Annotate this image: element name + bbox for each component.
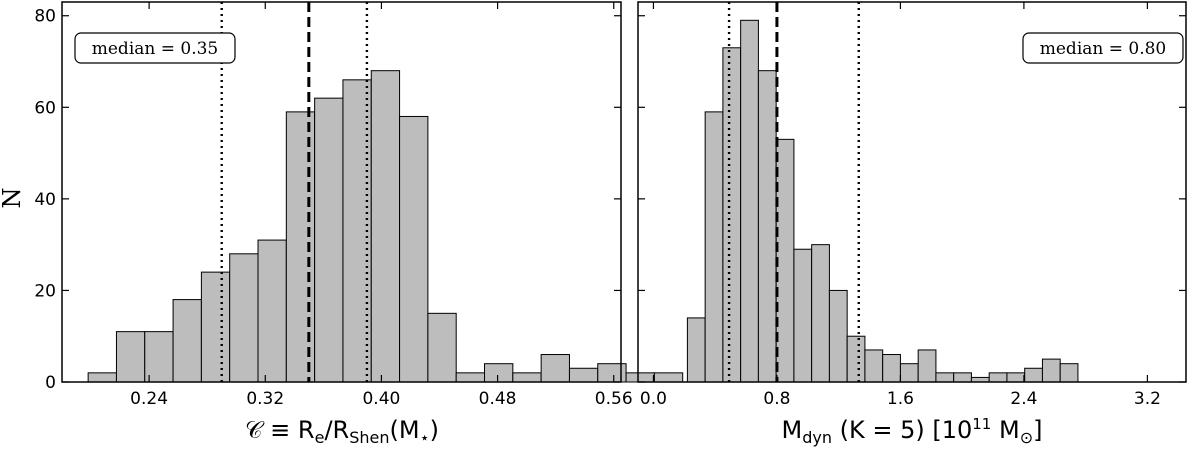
left-histogram-bar (540, 354, 570, 383)
right-reference-lines (727, 2, 860, 382)
right-histogram-bar (1024, 367, 1043, 383)
left-y-tick-label: 40 (34, 190, 56, 210)
left-x-ticks: 0.24 0.32 0.40 0.48 0.56 (130, 2, 633, 409)
left-histogram-bar (568, 367, 599, 383)
right-histogram-bar (917, 349, 937, 383)
left-histogram-bar (87, 372, 117, 383)
right-histogram-bar (686, 317, 706, 383)
left-x-axis-label: 𝒞 ≡ Re/RShen(M⋆) (245, 416, 439, 447)
right-histogram-panel: 0.0 0.8 1.6 2.4 3.2 median = 0.80 Mdyn (K = … (637, 1, 1187, 447)
right-x-tick-label: 1.6 (887, 389, 914, 409)
right-histogram-bar (775, 138, 795, 383)
left-histogram-bar (229, 253, 259, 383)
right-x-tick-label: 3.2 (1134, 389, 1161, 409)
left-x-tick-label: 0.48 (479, 389, 517, 409)
right-x-axis-label: Mdyn (K = 5) [1011 M⊙] (782, 415, 1043, 447)
left-histogram-bar (144, 331, 174, 383)
left-x-tick-label: 0.32 (246, 389, 284, 409)
left-histogram-bar (597, 363, 627, 383)
right-bars (686, 19, 1079, 383)
left-histogram-bar (625, 372, 655, 383)
left-histogram-bar (484, 363, 514, 383)
left-y-tick-label: 0 (45, 373, 56, 393)
left-histogram-bar (257, 239, 287, 383)
right-histogram-bar (864, 349, 884, 383)
right-median-box: median = 0.80 (1022, 32, 1184, 64)
right-histogram-bar (722, 47, 742, 383)
left-y-tick-label: 80 (34, 7, 56, 27)
right-histogram-bar (899, 363, 919, 383)
right-x-tick-label: 2.4 (1010, 389, 1037, 409)
right-plot-frame (637, 1, 1187, 383)
right-histogram-bar (811, 244, 830, 383)
right-histogram-bar (740, 19, 759, 383)
right-histogram-bar (882, 354, 901, 383)
right-median-box-frame (1022, 32, 1184, 64)
left-reference-lines (220, 2, 369, 382)
left-histogram-bar (172, 299, 202, 383)
left-histogram-bar (455, 372, 486, 383)
right-histogram-bar (953, 372, 972, 383)
right-y-ticks (638, 15, 1186, 383)
right-x-ticks: 0.0 0.8 1.6 2.4 3.2 (640, 2, 1161, 409)
right-histogram-bar (1041, 358, 1061, 383)
left-histogram-panel: 0.24 0.32 0.40 0.48 0.56 0 20 40 60 80 median = … (34, 1, 684, 447)
right-histogram-bar (988, 372, 1008, 383)
y-axis-label: N (0, 188, 26, 209)
left-histogram-bar (653, 372, 684, 383)
left-x-tick-label: 0.40 (362, 389, 400, 409)
left-x-tick-label: 0.56 (595, 389, 633, 409)
left-x-tick-label: 0.24 (130, 389, 168, 409)
right-histogram-bar (1059, 363, 1079, 383)
right-x-tick-label: 0.0 (640, 389, 667, 409)
left-y-tick-label: 20 (34, 281, 56, 301)
left-histogram-bar (115, 331, 146, 383)
right-histogram-bar (935, 372, 955, 383)
left-histogram-bar (370, 70, 401, 383)
left-plot-frame (61, 1, 622, 383)
left-histogram-bar (399, 115, 429, 383)
right-histogram-bar (757, 70, 777, 383)
right-histogram-bar (793, 248, 813, 383)
right-histogram-bar (1006, 372, 1026, 383)
right-x-tick-label: 0.8 (763, 389, 790, 409)
left-histogram-bar (314, 97, 344, 383)
left-median-label: median = 0.35 (92, 39, 219, 59)
left-bars (87, 70, 684, 383)
right-histogram-bar (828, 289, 848, 383)
left-histogram-bar (200, 271, 231, 383)
left-histogram-bar (512, 372, 542, 383)
right-histogram-bar (846, 335, 866, 383)
left-histogram-bar (427, 312, 457, 383)
right-histogram-bar (704, 111, 724, 383)
left-y-ticks: 0 20 40 60 80 (34, 7, 621, 393)
left-y-tick-label: 60 (34, 98, 56, 118)
left-median-box: median = 0.35 (74, 32, 236, 64)
left-histogram-bar (285, 111, 316, 383)
right-median-label: median = 0.80 (1040, 39, 1167, 59)
left-median-box-frame (74, 32, 236, 64)
